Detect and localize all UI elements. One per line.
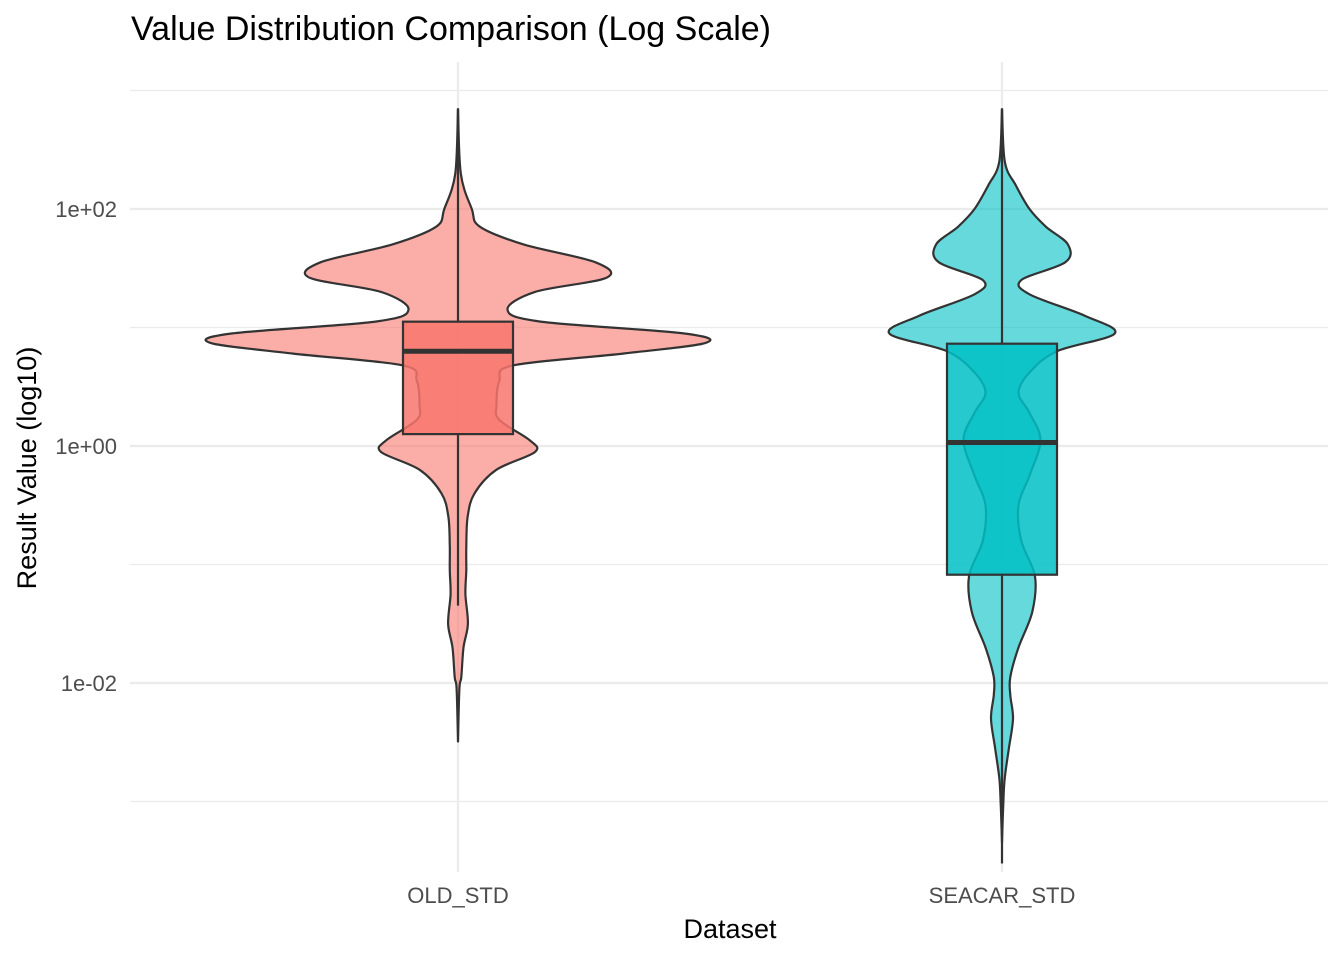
y-tick-label: 1e-02 — [61, 671, 117, 696]
x-tick-label: SEACAR_STD — [929, 883, 1076, 908]
x-axis-title: Dataset — [683, 914, 777, 944]
y-tick-label: 1e+02 — [55, 197, 117, 222]
y-tick-label: 1e+00 — [55, 434, 117, 459]
iqr-box — [947, 344, 1057, 575]
chart-title: Value Distribution Comparison (Log Scale… — [131, 10, 771, 48]
grid-layer — [130, 62, 1328, 872]
x-tick-layer: OLD_STD SEACAR_STD — [407, 883, 1075, 908]
box-layer — [403, 109, 1057, 864]
y-axis-title: Result Value (log10) — [12, 347, 42, 590]
iqr-box — [403, 322, 513, 434]
y-tick-layer: 1e-02 1e+00 1e+02 — [55, 197, 117, 696]
x-tick-label: OLD_STD — [407, 883, 508, 908]
